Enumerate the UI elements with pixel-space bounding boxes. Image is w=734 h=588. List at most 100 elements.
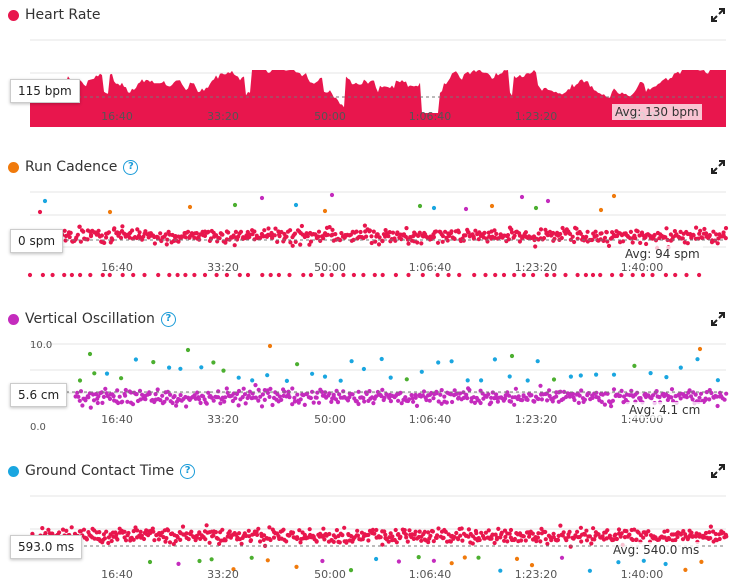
data-point — [593, 229, 598, 234]
data-point — [723, 226, 729, 231]
data-point — [474, 531, 479, 536]
data-point — [654, 389, 659, 394]
data-point — [97, 530, 102, 535]
data-point — [217, 541, 222, 546]
data-point — [594, 390, 599, 395]
data-point — [320, 272, 325, 278]
x-tick-label: 1:06:40 — [409, 261, 451, 274]
data-point — [131, 272, 136, 278]
data-point — [27, 272, 33, 278]
data-point — [77, 378, 83, 383]
data-point — [233, 396, 238, 401]
data-point — [419, 369, 424, 374]
data-point — [427, 398, 432, 403]
data-point — [535, 535, 541, 540]
data-point — [435, 240, 441, 245]
data-point — [295, 535, 300, 540]
x-tick-label: 1:40:00 — [621, 568, 663, 581]
help-icon[interactable]: ? — [160, 311, 176, 327]
data-point — [545, 541, 550, 546]
data-point — [584, 234, 589, 239]
data-point — [387, 230, 392, 235]
data-point — [697, 346, 703, 352]
data-point — [479, 378, 484, 383]
data-point — [673, 538, 678, 543]
data-point — [630, 272, 635, 278]
expand-icon[interactable] — [710, 463, 726, 479]
data-point — [499, 530, 504, 535]
data-point — [354, 229, 359, 234]
data-point — [245, 272, 251, 278]
data-point — [638, 396, 643, 401]
data-point — [372, 272, 377, 278]
data-point — [143, 229, 148, 234]
data-point — [538, 539, 543, 544]
help-icon[interactable]: ? — [180, 463, 196, 479]
data-point — [461, 395, 466, 400]
data-point — [206, 390, 211, 395]
data-point — [198, 400, 203, 406]
data-point — [681, 529, 686, 534]
data-point — [398, 390, 403, 395]
data-point — [258, 235, 263, 240]
data-point — [619, 272, 624, 278]
data-point — [650, 393, 656, 398]
expand-icon[interactable] — [710, 311, 726, 327]
data-point — [609, 404, 614, 409]
data-point — [138, 529, 143, 534]
data-point — [307, 242, 312, 247]
data-point — [163, 539, 168, 544]
data-point — [101, 394, 106, 399]
data-point — [417, 230, 422, 235]
data-point — [260, 272, 265, 278]
data-point — [284, 234, 289, 239]
data-point — [434, 229, 439, 234]
data-point — [369, 240, 374, 246]
data-point — [296, 400, 301, 405]
data-point — [89, 232, 94, 237]
data-point — [684, 272, 689, 278]
data-point — [714, 232, 719, 237]
data-point — [428, 533, 433, 538]
data-point — [119, 376, 124, 381]
data-point — [406, 272, 411, 278]
data-point — [78, 389, 84, 394]
data-point — [641, 535, 646, 540]
help-icon[interactable]: ? — [123, 159, 139, 175]
data-point — [279, 397, 284, 402]
x-tick-label: 1:06:40 — [409, 110, 451, 123]
heart-rate-avg-label: Avg: 130 bpm — [612, 104, 702, 120]
data-point — [237, 272, 242, 278]
data-point — [690, 397, 695, 402]
data-point — [715, 241, 720, 246]
data-point — [290, 530, 296, 535]
data-point — [691, 233, 696, 238]
ground-contact-time-title-text: Ground Contact Time — [25, 463, 175, 479]
data-point — [211, 398, 216, 403]
data-point — [100, 272, 105, 278]
data-point — [449, 359, 454, 364]
expand-icon[interactable] — [710, 159, 726, 175]
data-point — [329, 399, 334, 404]
data-point — [492, 228, 497, 233]
data-point — [708, 536, 713, 541]
data-point — [605, 528, 610, 533]
data-point — [615, 233, 620, 239]
data-point — [402, 528, 407, 533]
data-point — [523, 538, 528, 543]
data-point — [430, 529, 435, 534]
data-point — [202, 272, 208, 278]
expand-icon[interactable] — [710, 7, 726, 23]
data-point — [172, 394, 177, 399]
data-point — [551, 377, 557, 382]
data-point — [348, 568, 354, 573]
data-point — [147, 391, 152, 396]
data-point — [578, 231, 584, 236]
data-point — [123, 387, 128, 393]
data-point — [128, 390, 134, 395]
data-point — [96, 394, 101, 399]
heart-rate-dot-icon — [8, 9, 19, 21]
data-point — [327, 225, 332, 230]
run-cadence-title-text: Run Cadence — [25, 159, 118, 175]
data-point — [214, 272, 219, 278]
